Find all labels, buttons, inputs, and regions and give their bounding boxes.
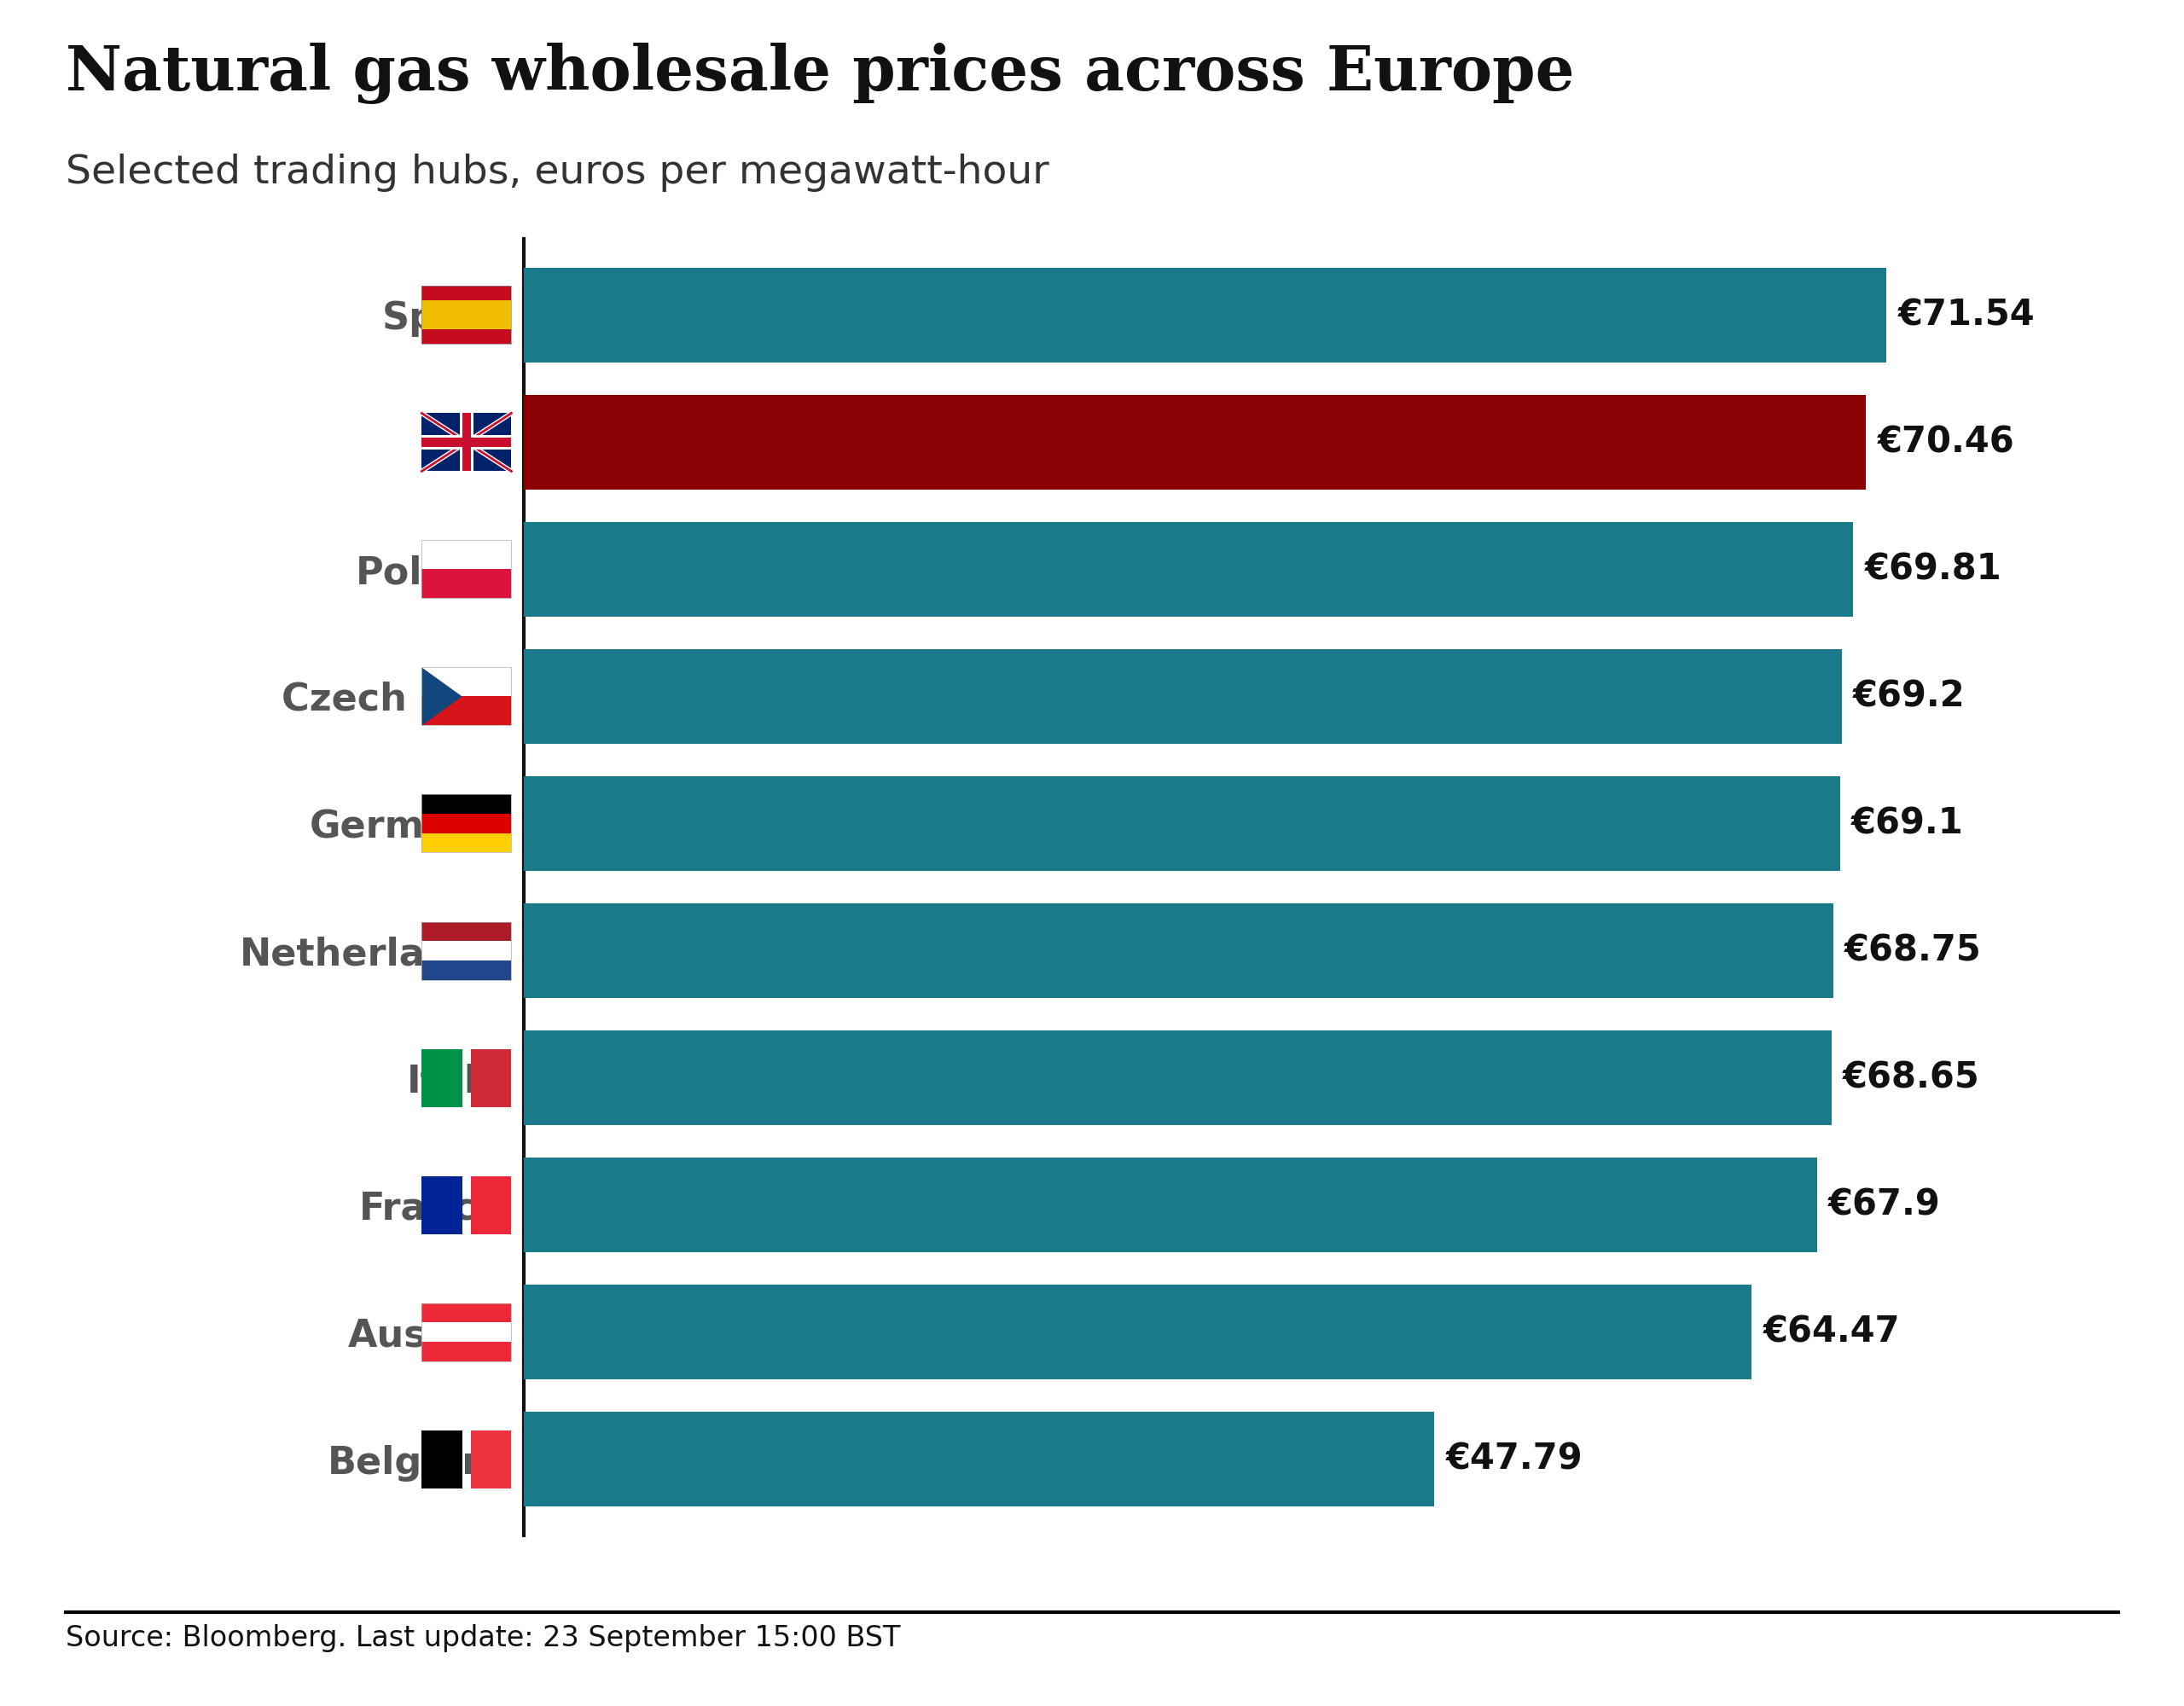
Text: €67.9: €67.9 (1828, 1187, 1942, 1223)
Bar (524, 1030, 1830, 1126)
Bar (524, 902, 1832, 998)
Text: €68.75: €68.75 (1845, 933, 1981, 969)
Text: Natural gas wholesale prices across Europe: Natural gas wholesale prices across Euro… (66, 43, 1575, 104)
Text: €69.1: €69.1 (1852, 805, 1963, 841)
Bar (524, 268, 1887, 363)
Text: €71.54: €71.54 (1898, 297, 2035, 333)
Text: BBC: BBC (1985, 1634, 2066, 1668)
Bar (524, 522, 1854, 618)
Bar (524, 1157, 1817, 1252)
Bar (524, 394, 1865, 490)
Text: €68.65: €68.65 (1843, 1059, 1981, 1095)
Bar (524, 1411, 1435, 1506)
Bar (524, 648, 1841, 744)
Bar (524, 1285, 1752, 1380)
Text: Source: Bloomberg. Last update: 23 September 15:00 BST: Source: Bloomberg. Last update: 23 Septe… (66, 1624, 900, 1651)
Bar (524, 776, 1839, 872)
Text: €64.47: €64.47 (1762, 1314, 1900, 1349)
Text: €69.2: €69.2 (1854, 679, 1966, 715)
Text: €70.46: €70.46 (1876, 425, 2014, 461)
Text: €69.81: €69.81 (1865, 551, 2003, 587)
Text: €47.79: €47.79 (1446, 1442, 1583, 1477)
Text: Selected trading hubs, euros per megawatt-hour: Selected trading hubs, euros per megawat… (66, 154, 1048, 191)
